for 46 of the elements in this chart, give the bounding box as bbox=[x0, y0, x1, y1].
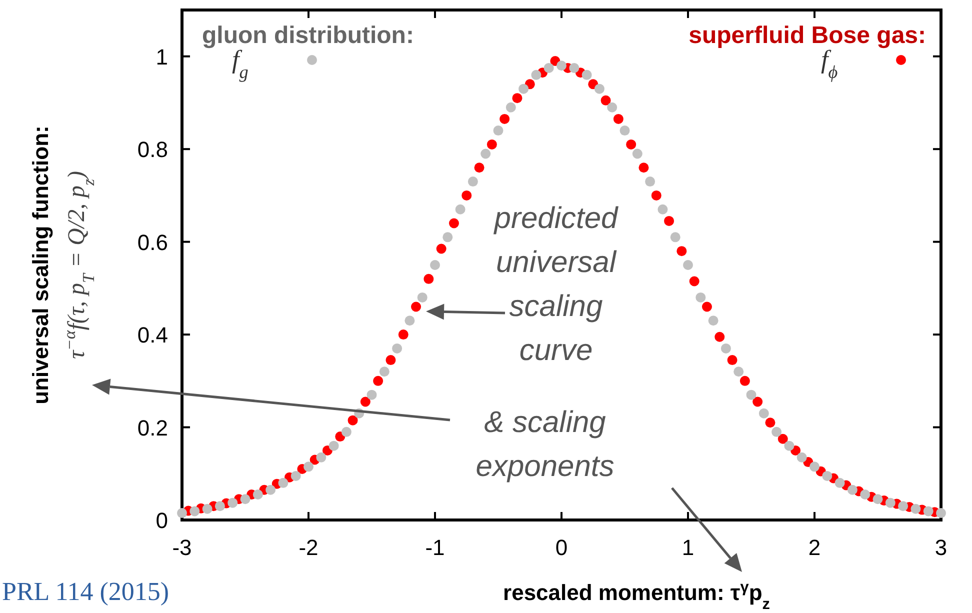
y-tick-label: 0 bbox=[156, 508, 168, 533]
y-tick-label: 0.8 bbox=[137, 137, 168, 162]
point bbox=[486, 139, 497, 150]
point bbox=[714, 332, 725, 342]
x-tick-label: 0 bbox=[555, 535, 568, 560]
annotation: & scaling exponents bbox=[476, 406, 614, 483]
annotation: predicted universal scaling curve bbox=[493, 202, 620, 367]
y-tick-label: 0.2 bbox=[137, 415, 168, 440]
y-tick-label: 1 bbox=[156, 44, 168, 70]
point bbox=[600, 95, 611, 106]
point bbox=[436, 244, 446, 254]
x-tick-label: 3 bbox=[934, 535, 948, 560]
point bbox=[740, 376, 750, 386]
x-tick-label: -1 bbox=[425, 535, 445, 560]
point bbox=[613, 114, 624, 124]
point bbox=[448, 218, 459, 228]
point bbox=[689, 276, 700, 286]
point bbox=[348, 415, 358, 426]
point bbox=[386, 355, 396, 366]
x-tick-label: 1 bbox=[682, 535, 694, 560]
point bbox=[765, 418, 776, 428]
point bbox=[411, 302, 422, 312]
point bbox=[462, 190, 472, 200]
x-tick-label: -2 bbox=[298, 535, 318, 560]
point bbox=[638, 162, 649, 173]
x-tick-label: -3 bbox=[172, 535, 192, 560]
x-axis-title: rescaled momentum: τ$^{γ}$p$_{z}$ bbox=[503, 578, 770, 612]
point bbox=[651, 190, 662, 200]
point bbox=[474, 162, 484, 173]
point bbox=[398, 330, 408, 340]
point bbox=[424, 274, 434, 284]
x-tick-label: 2 bbox=[808, 535, 821, 560]
y-tick-label: 0.6 bbox=[137, 230, 168, 255]
point bbox=[727, 355, 738, 366]
point bbox=[778, 434, 788, 444]
point bbox=[702, 302, 712, 312]
point bbox=[626, 139, 636, 150]
point bbox=[676, 246, 687, 256]
point bbox=[512, 93, 522, 104]
y-tick-label: 0.4 bbox=[137, 322, 168, 348]
point bbox=[664, 216, 674, 226]
point bbox=[752, 396, 763, 407]
point bbox=[360, 396, 370, 407]
point bbox=[500, 114, 510, 124]
point bbox=[373, 376, 384, 386]
text: PRL 114 (2015) bbox=[2, 577, 170, 606]
